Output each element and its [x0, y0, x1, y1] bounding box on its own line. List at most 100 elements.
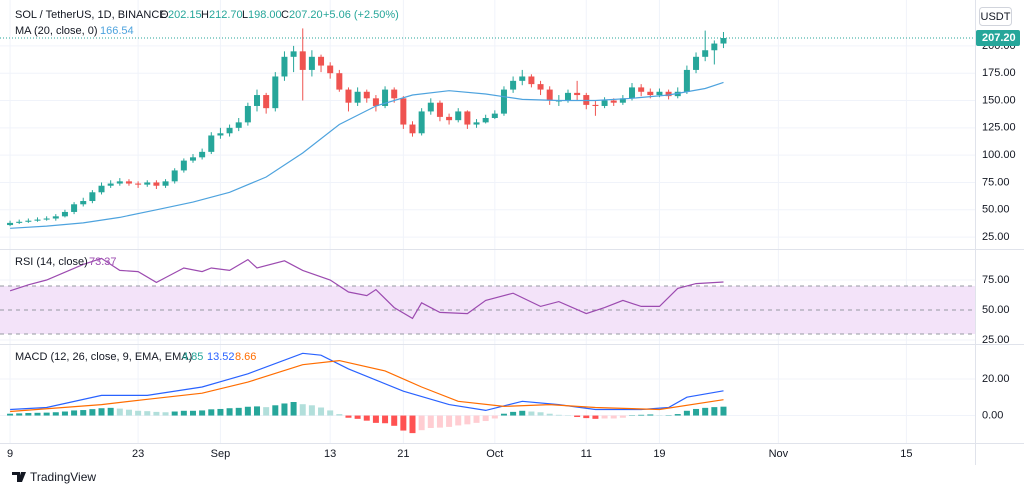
candle-body	[290, 51, 297, 57]
histogram-bar	[16, 413, 23, 416]
x-tick-label: 13	[324, 448, 336, 460]
candle-body	[162, 181, 169, 186]
x-tick-label: 23	[132, 448, 144, 460]
histogram-bar	[336, 414, 343, 416]
candle-body	[629, 87, 636, 99]
candle-body	[372, 98, 379, 106]
histogram-bar	[455, 415, 462, 426]
line-series	[10, 81, 724, 229]
histogram-bar	[318, 407, 325, 416]
candle-body	[135, 183, 142, 185]
histogram-bar	[180, 410, 187, 416]
histogram-bar	[702, 407, 709, 416]
candle-body	[244, 105, 251, 123]
candle-body	[208, 135, 215, 152]
histogram-bar	[391, 415, 398, 426]
ohlc-value: 198.00	[248, 9, 282, 21]
candle-body	[702, 50, 709, 57]
histogram-bar	[464, 415, 471, 425]
y-tick-label: 25.00	[982, 334, 1010, 346]
histogram-bar	[555, 414, 562, 416]
y-tick-label: 75.00	[982, 176, 1010, 188]
histogram-bar	[98, 408, 105, 416]
candle-body	[418, 111, 425, 134]
candle-body	[116, 181, 123, 184]
histogram-bar	[546, 413, 553, 416]
histogram-bar	[89, 409, 96, 416]
histogram-bar	[647, 414, 654, 416]
candle-body	[647, 91, 654, 96]
y-tick-label: 0.00	[982, 409, 1003, 421]
currency-label[interactable]: USDT	[981, 11, 1011, 23]
candle-body	[272, 76, 279, 109]
ohlc-name: C	[281, 9, 289, 21]
candle-body	[574, 92, 581, 96]
histogram-bar	[135, 410, 142, 416]
histogram-bar	[43, 412, 50, 416]
candle-body	[153, 182, 160, 186]
histogram-bar	[144, 411, 151, 416]
candle-body	[528, 76, 535, 85]
histogram-bar	[171, 411, 178, 416]
candle-body	[235, 122, 242, 128]
histogram-bar	[720, 406, 727, 416]
line-series	[9, 257, 724, 320]
candle-body	[510, 80, 517, 90]
macd-legend: MACD (12, 26, close, 9, EMA, EMA)	[15, 351, 192, 363]
histogram-bar	[583, 415, 590, 419]
brand-logo	[12, 472, 26, 482]
histogram-bar	[491, 415, 498, 419]
candle-body	[400, 98, 407, 125]
candle-body	[180, 160, 187, 171]
histogram-bar	[601, 415, 608, 419]
histogram-bar	[674, 414, 681, 416]
x-tick-label: 15	[900, 448, 912, 460]
histogram-bar	[7, 413, 14, 416]
histogram-bar	[226, 408, 233, 416]
ohlc-value: 212.70	[209, 9, 243, 21]
x-tick-label: 9	[7, 448, 13, 460]
y-tick-label: 75.00	[982, 274, 1010, 286]
candle-body	[473, 122, 480, 125]
histogram-bar	[574, 415, 581, 418]
histogram-bar	[500, 413, 507, 416]
histogram-bar	[308, 405, 315, 416]
candle-body	[619, 98, 626, 103]
histogram-bar	[592, 415, 599, 419]
histogram-bar	[125, 409, 132, 416]
candle-body	[80, 201, 87, 205]
macd-hist-value: 4.85	[182, 351, 203, 363]
ohlc-value: 207.20	[289, 9, 323, 21]
signal-value: 8.66	[235, 351, 256, 363]
candle-body	[281, 56, 288, 77]
candle-body	[89, 192, 96, 202]
candle-body	[43, 218, 50, 220]
candle-body	[455, 111, 462, 121]
candle-body	[592, 104, 599, 106]
y-tick-label: 25.00	[982, 231, 1010, 243]
histogram-bar	[519, 410, 526, 416]
candle-body	[254, 95, 261, 106]
ohlc-name: O	[160, 9, 169, 21]
histogram-bar	[162, 412, 169, 416]
histogram-bar	[235, 407, 242, 416]
candle-body	[382, 89, 389, 106]
histogram-bar	[199, 410, 206, 416]
candle-body	[327, 65, 334, 74]
candle-body	[226, 127, 233, 134]
histogram-bar	[446, 415, 453, 427]
candle-body	[299, 51, 306, 70]
candle-body	[308, 56, 315, 70]
histogram-bar	[528, 411, 535, 416]
histogram-bar	[619, 415, 626, 418]
candle-body	[427, 102, 434, 112]
histogram-bar	[711, 407, 718, 416]
candle-body	[638, 87, 645, 92]
candle-body	[601, 100, 608, 106]
currency-box[interactable]	[979, 7, 1012, 26]
candle-body	[564, 92, 571, 101]
y-tick-label: 150.00	[982, 94, 1016, 106]
candle-body	[25, 220, 32, 222]
last-price-label: 207.20	[982, 32, 1016, 44]
